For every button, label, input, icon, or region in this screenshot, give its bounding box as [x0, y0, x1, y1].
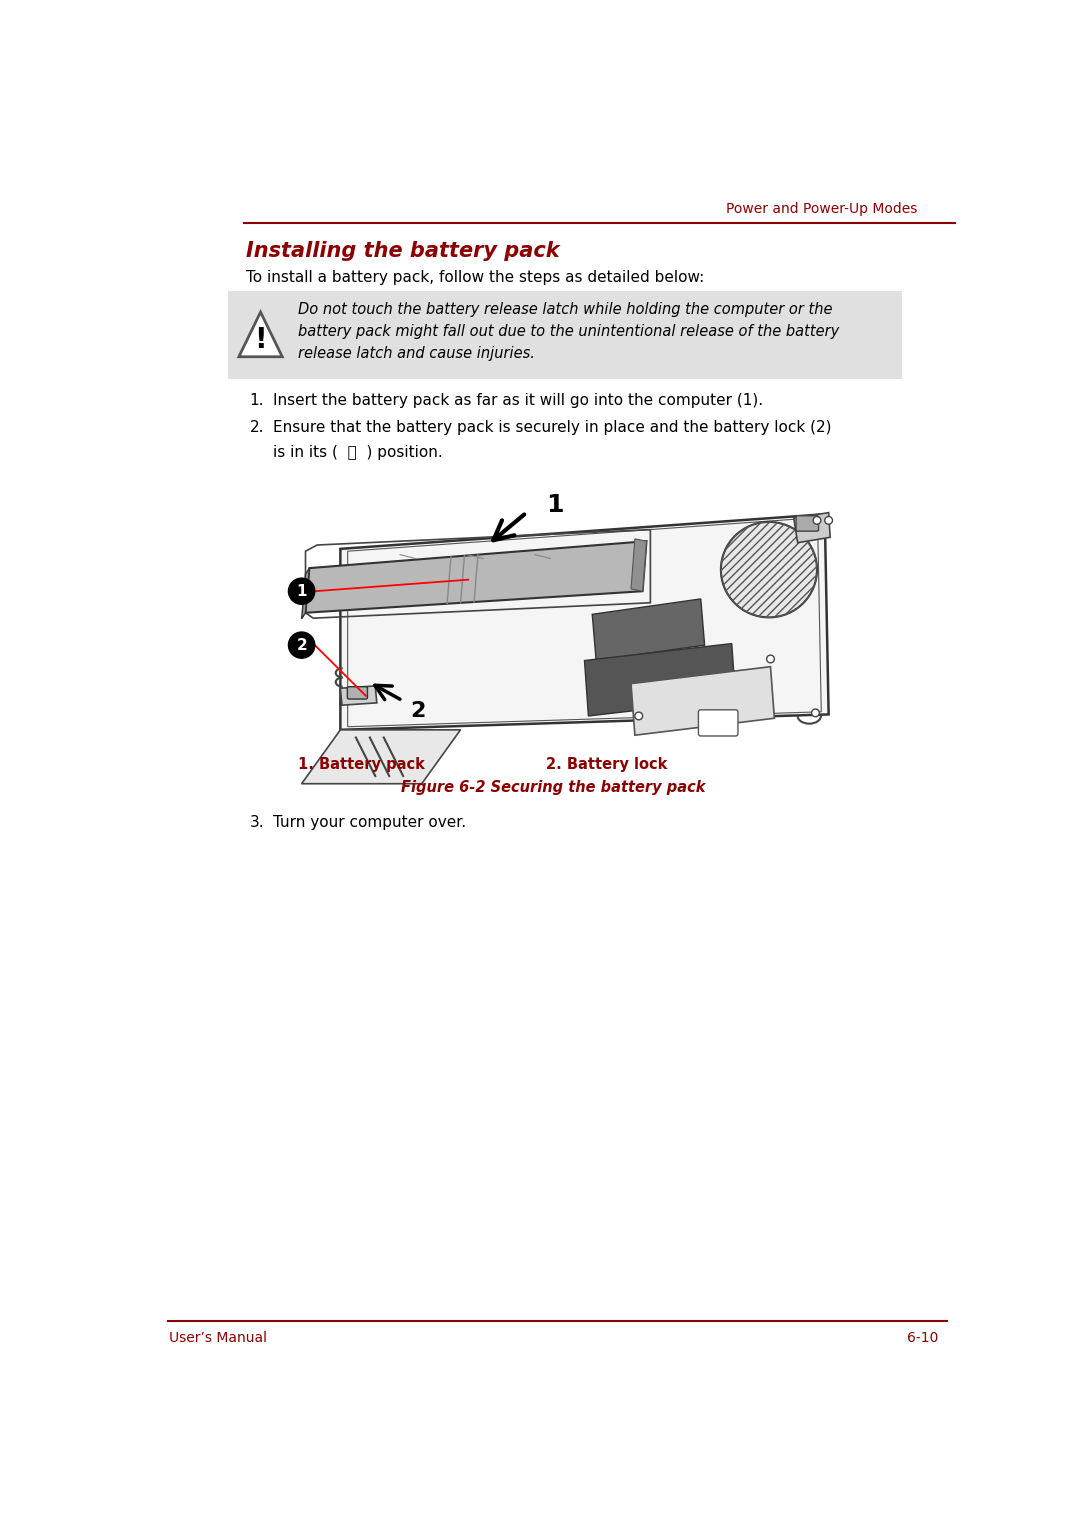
- FancyArrowPatch shape: [375, 685, 400, 699]
- Text: Installing the battery pack: Installing the battery pack: [246, 241, 559, 261]
- Text: 2: 2: [296, 638, 307, 653]
- Text: 6-10: 6-10: [906, 1331, 937, 1344]
- Circle shape: [288, 578, 314, 604]
- Polygon shape: [301, 568, 309, 620]
- Text: 1.: 1.: [249, 392, 265, 407]
- Text: Figure 6-2 Securing the battery pack: Figure 6-2 Securing the battery pack: [402, 780, 705, 795]
- Text: Turn your computer over.: Turn your computer over.: [273, 815, 467, 830]
- FancyBboxPatch shape: [699, 710, 738, 736]
- Text: 1. Battery pack: 1. Battery pack: [298, 757, 424, 772]
- Text: is in its (  ⚿  ) position.: is in its ( ⚿ ) position.: [273, 446, 443, 461]
- Text: 2. Battery lock: 2. Battery lock: [545, 757, 667, 772]
- Circle shape: [813, 516, 821, 525]
- Polygon shape: [592, 598, 704, 661]
- Circle shape: [288, 632, 314, 658]
- Polygon shape: [631, 667, 774, 736]
- Circle shape: [721, 522, 816, 618]
- Text: 2: 2: [410, 700, 426, 720]
- Text: 1: 1: [545, 493, 564, 517]
- Polygon shape: [306, 542, 647, 613]
- Text: !: !: [254, 327, 267, 354]
- Text: Power and Power-Up Modes: Power and Power-Up Modes: [727, 201, 918, 215]
- Polygon shape: [584, 644, 735, 716]
- Text: To install a battery pack, follow the steps as detailed below:: To install a battery pack, follow the st…: [246, 270, 704, 284]
- Polygon shape: [239, 313, 282, 357]
- Text: Insert the battery pack as far as it will go into the computer (1).: Insert the battery pack as far as it wil…: [273, 392, 764, 407]
- Text: 2.: 2.: [249, 420, 265, 435]
- Text: Ensure that the battery pack is securely in place and the battery lock (2): Ensure that the battery pack is securely…: [273, 420, 832, 435]
- FancyBboxPatch shape: [348, 687, 367, 699]
- Text: Do not touch the battery release latch while holding the computer or the
battery: Do not touch the battery release latch w…: [298, 302, 839, 360]
- Polygon shape: [340, 685, 377, 705]
- Text: 3.: 3.: [249, 815, 265, 830]
- Text: User’s Manual: User’s Manual: [170, 1331, 267, 1344]
- Polygon shape: [794, 513, 831, 543]
- Circle shape: [811, 710, 820, 717]
- Circle shape: [635, 713, 643, 720]
- FancyBboxPatch shape: [228, 291, 902, 380]
- Text: 1: 1: [296, 584, 307, 598]
- FancyArrowPatch shape: [494, 514, 524, 540]
- Circle shape: [825, 516, 833, 525]
- Polygon shape: [631, 539, 647, 591]
- Circle shape: [767, 655, 774, 662]
- Polygon shape: [301, 729, 460, 784]
- FancyBboxPatch shape: [796, 516, 819, 531]
- Polygon shape: [340, 514, 828, 729]
